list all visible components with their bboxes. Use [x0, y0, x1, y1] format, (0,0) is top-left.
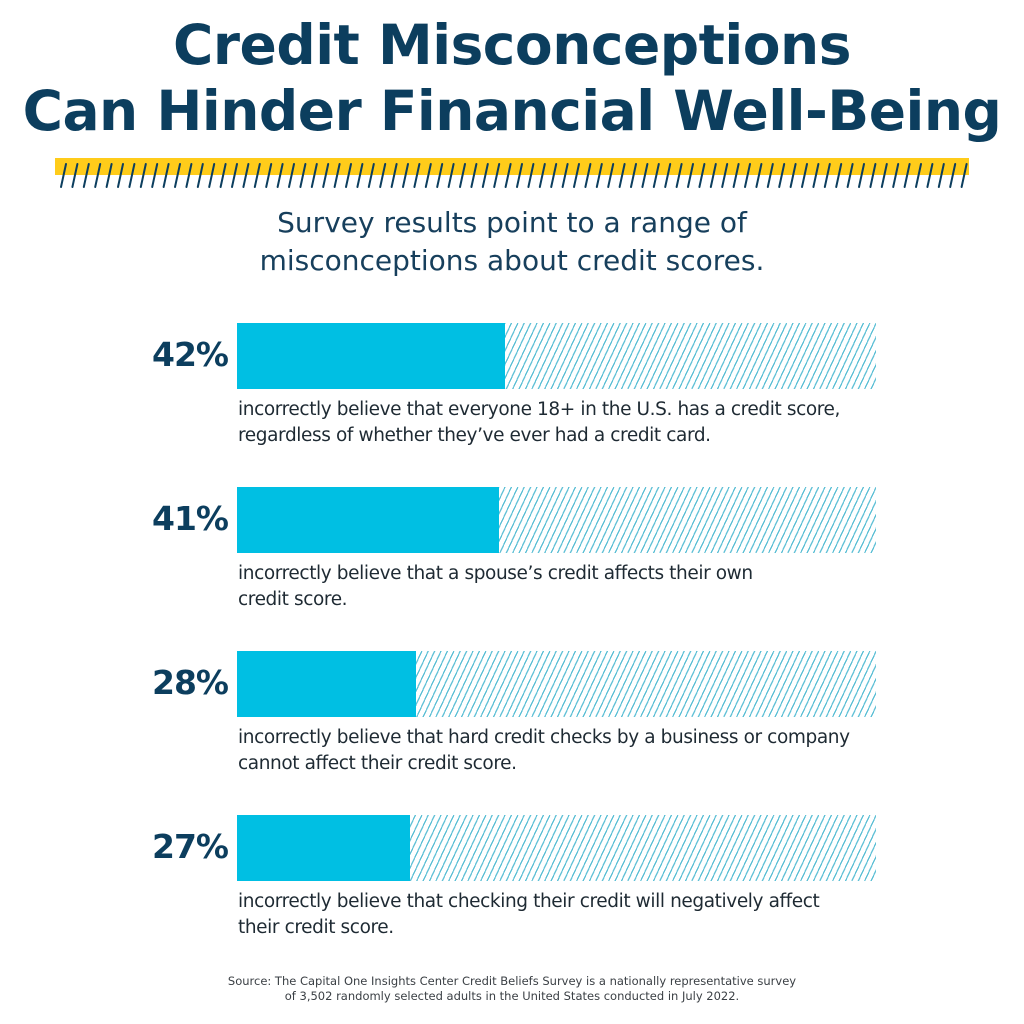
source-line-1: Source: The Capital One Insights Center … — [227, 974, 797, 988]
stat-row-1: 42% incorrectly believe that everyone 18… — [0, 323, 1024, 463]
description-line: incorrectly believe that hard credit che… — [238, 727, 850, 748]
description-line: incorrectly believe that checking their … — [238, 891, 820, 912]
subtitle: Survey results point to a range of misco… — [0, 204, 1024, 280]
subtitle-line-2: misconceptions about credit scores. — [259, 244, 765, 277]
bar-fill — [237, 487, 499, 553]
stat-row-2: 41% incorrectly believe that a spouse’s … — [0, 487, 1024, 627]
bar-fill — [237, 815, 410, 881]
description-line: incorrectly believe that everyone 18+ in… — [238, 399, 841, 420]
bar-track — [237, 323, 876, 389]
page-title: Credit Misconceptions Can Hinder Financi… — [0, 12, 1024, 144]
stat-description: incorrectly believe that everyone 18+ in… — [238, 397, 898, 449]
title-line-1: Credit Misconceptions — [173, 13, 851, 77]
source-note: Source: The Capital One Insights Center … — [0, 974, 1024, 1004]
title-line-2: Can Hinder Financial Well-Being — [22, 79, 1002, 143]
stat-description: incorrectly believe that a spouse’s cred… — [238, 561, 898, 613]
bar-fill — [237, 323, 506, 389]
bar-fill — [237, 651, 416, 717]
stat-description: incorrectly believe that checking their … — [238, 889, 898, 941]
stat-percentage: 27% — [152, 827, 229, 866]
stat-percentage: 42% — [152, 335, 229, 374]
stat-description: incorrectly believe that hard credit che… — [238, 725, 898, 777]
description-line: their credit score. — [238, 917, 394, 938]
description-line: cannot affect their credit score. — [238, 753, 517, 774]
bar-track — [237, 815, 876, 881]
description-line: credit score. — [238, 589, 348, 610]
description-line: incorrectly believe that a spouse’s cred… — [238, 563, 753, 584]
stat-percentage: 28% — [152, 663, 229, 702]
stat-percentage: 41% — [152, 499, 229, 538]
description-line: regardless of whether they’ve ever had a… — [238, 425, 711, 446]
subtitle-line-1: Survey results point to a range of — [277, 206, 747, 239]
stat-row-4: 27% incorrectly believe that checking th… — [0, 815, 1024, 955]
bar-track — [237, 651, 876, 717]
stat-row-3: 28% incorrectly believe that hard credit… — [0, 651, 1024, 791]
source-line-2: of 3,502 randomly selected adults in the… — [284, 989, 740, 1003]
bar-track — [237, 487, 876, 553]
hatched-divider — [55, 158, 969, 188]
